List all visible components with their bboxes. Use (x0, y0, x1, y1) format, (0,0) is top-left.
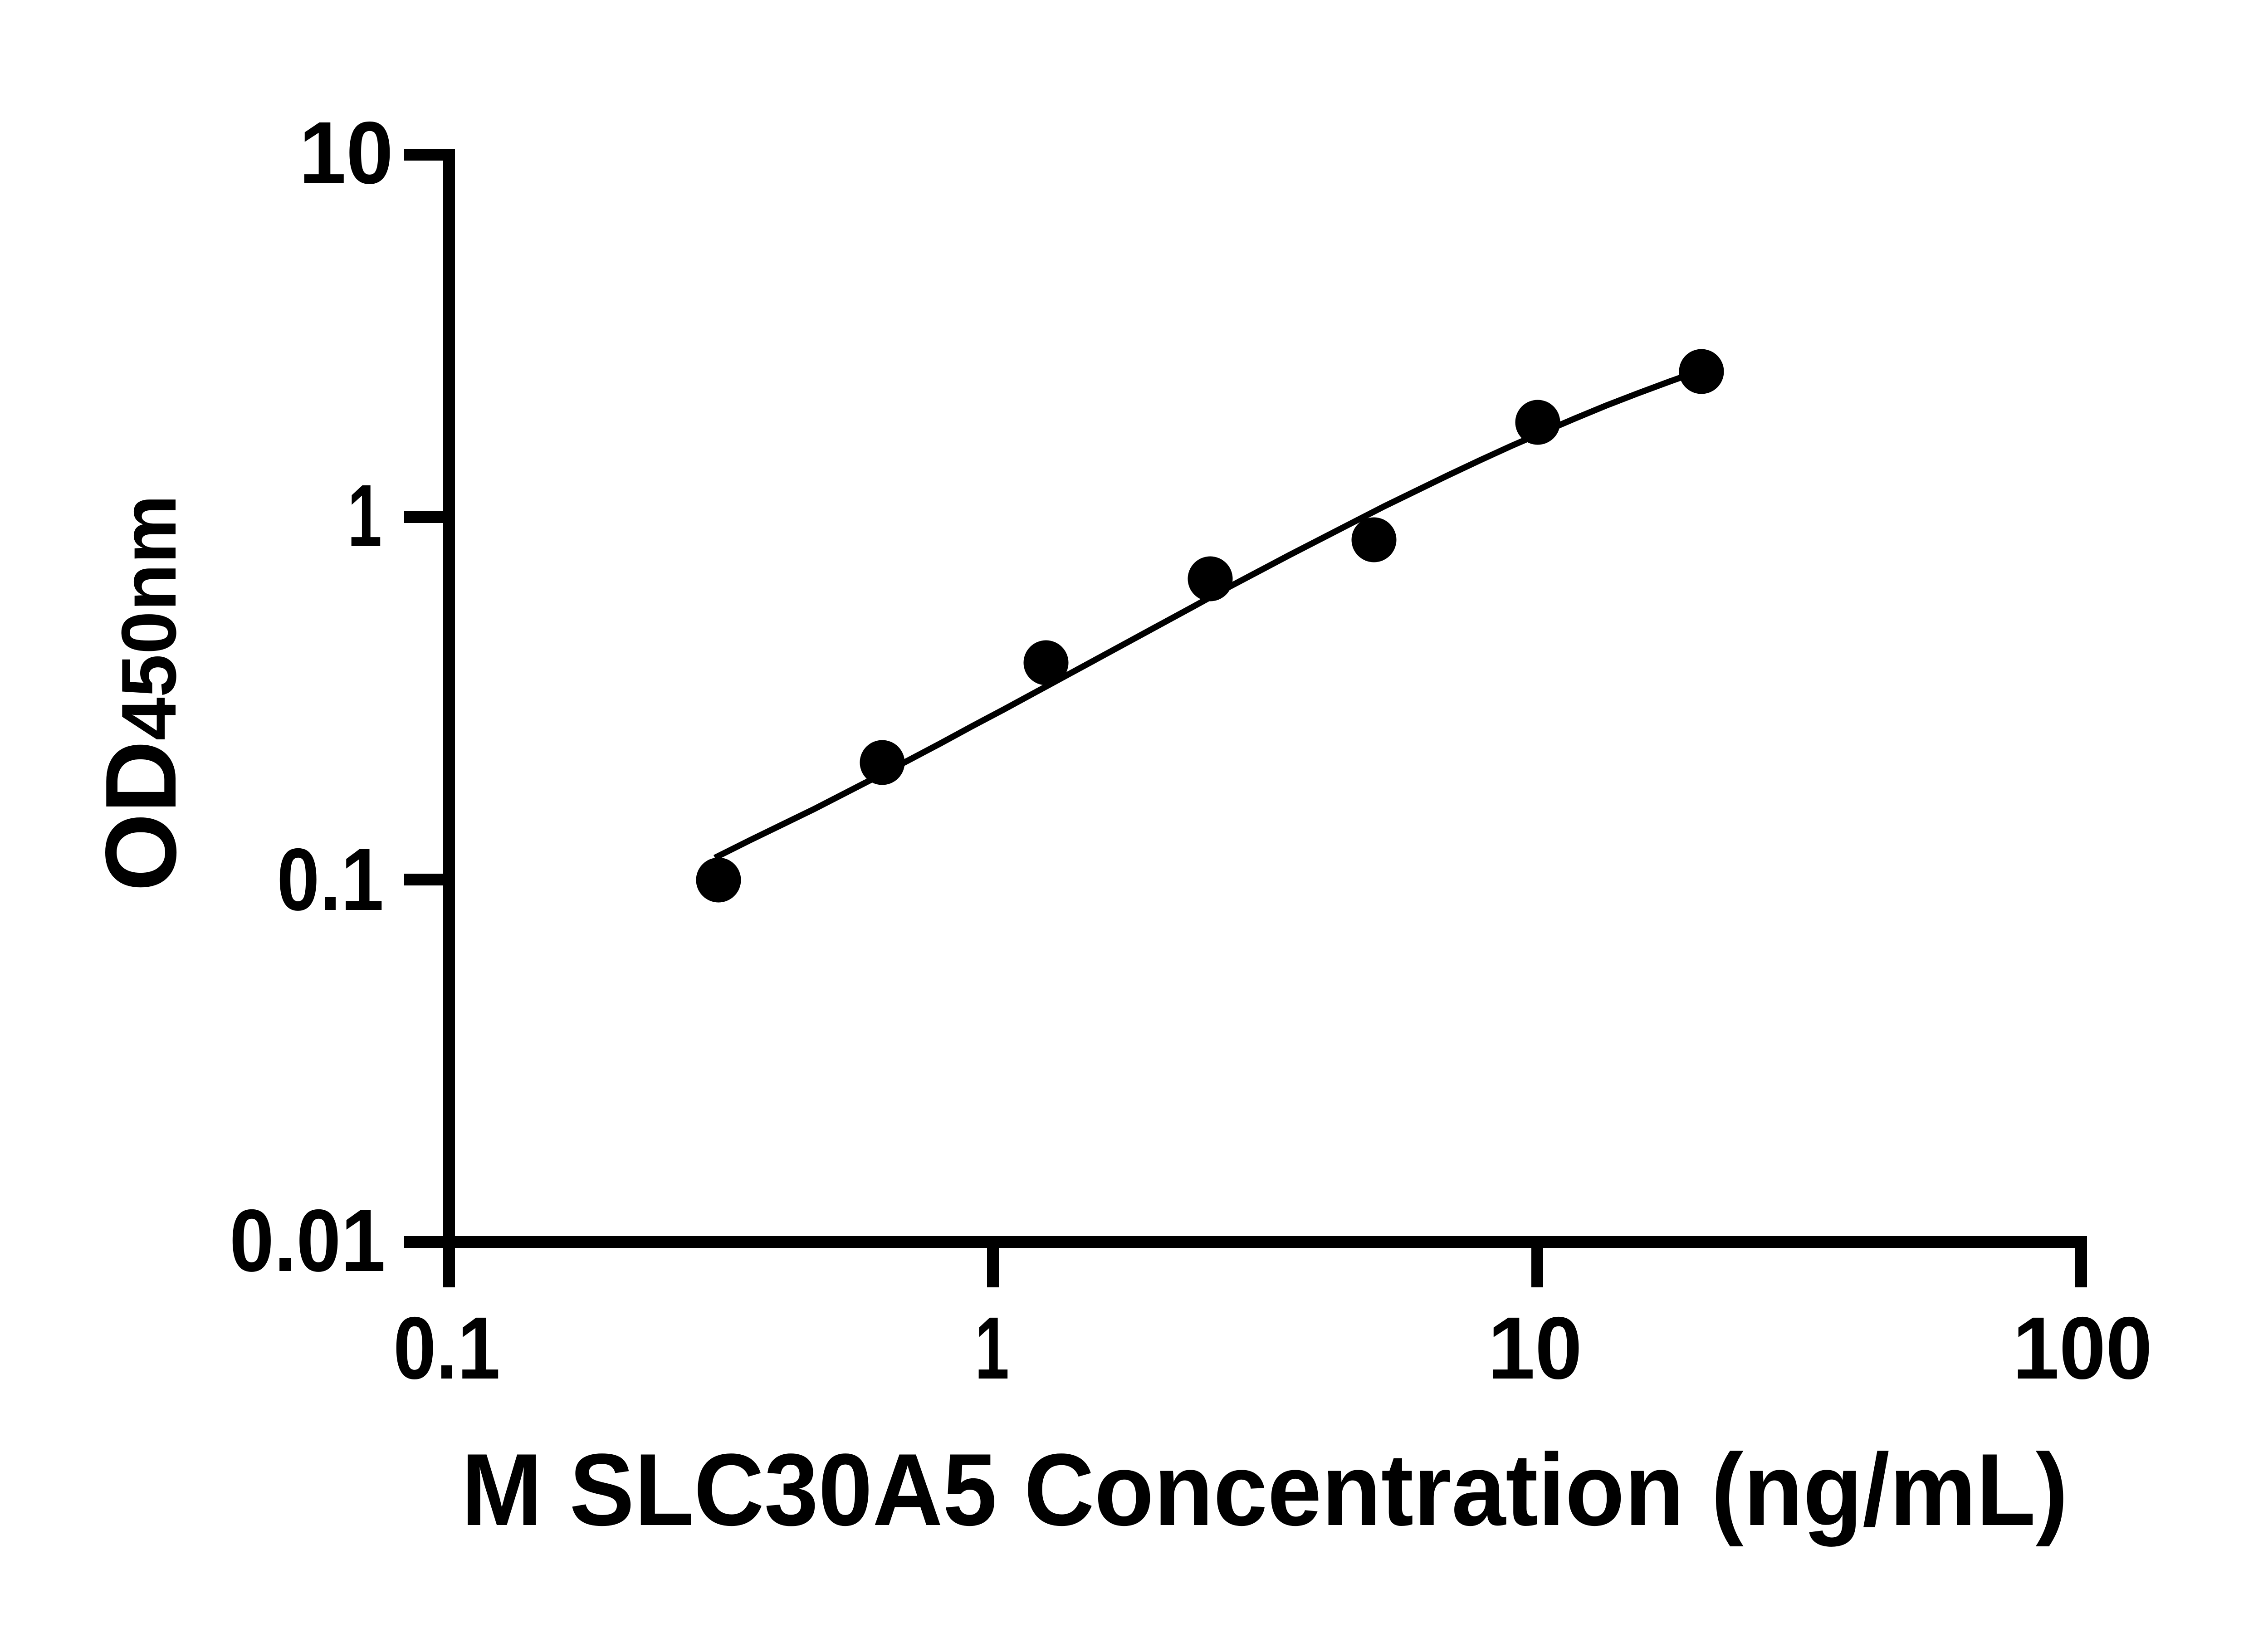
svg-text:M SLC30A5 Concentration (ng/mL: M SLC30A5 Concentration (ng/mL) (461, 1432, 2068, 1547)
svg-text:OD450nm: OD450nm (85, 495, 197, 892)
svg-text:0.1: 0.1 (393, 1299, 500, 1398)
svg-text:0.01: 0.01 (230, 1191, 386, 1290)
svg-text:100: 100 (2013, 1299, 2152, 1398)
svg-text:1: 1 (975, 1299, 1009, 1398)
svg-text:10: 10 (299, 103, 393, 202)
svg-text:10: 10 (1488, 1299, 1582, 1397)
svg-text:0.1: 0.1 (277, 830, 384, 929)
svg-text:1: 1 (347, 466, 382, 565)
